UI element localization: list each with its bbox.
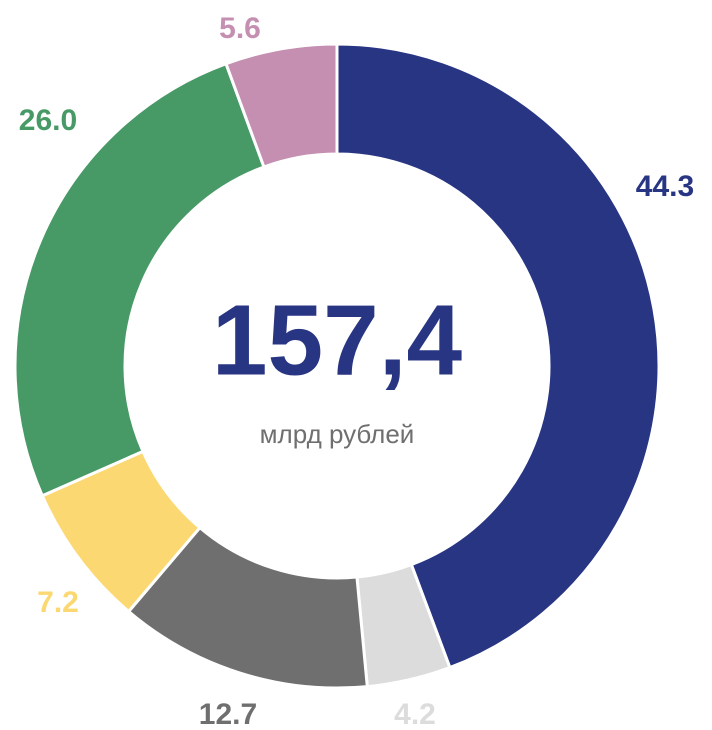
value-label: 4.2 [394, 698, 436, 730]
value-label: 12.7 [199, 698, 257, 730]
value-label: 44.3 [636, 170, 694, 203]
donut-slice [224, 42, 339, 169]
value-label: 7.2 [37, 586, 79, 619]
value-label: 26.0 [19, 104, 77, 137]
donut-slice [13, 61, 266, 498]
value-label: 5.6 [219, 12, 261, 45]
center-label: млрд рублей [260, 419, 415, 449]
center-value: 157,4 [212, 284, 463, 396]
donut-slice [335, 42, 661, 670]
